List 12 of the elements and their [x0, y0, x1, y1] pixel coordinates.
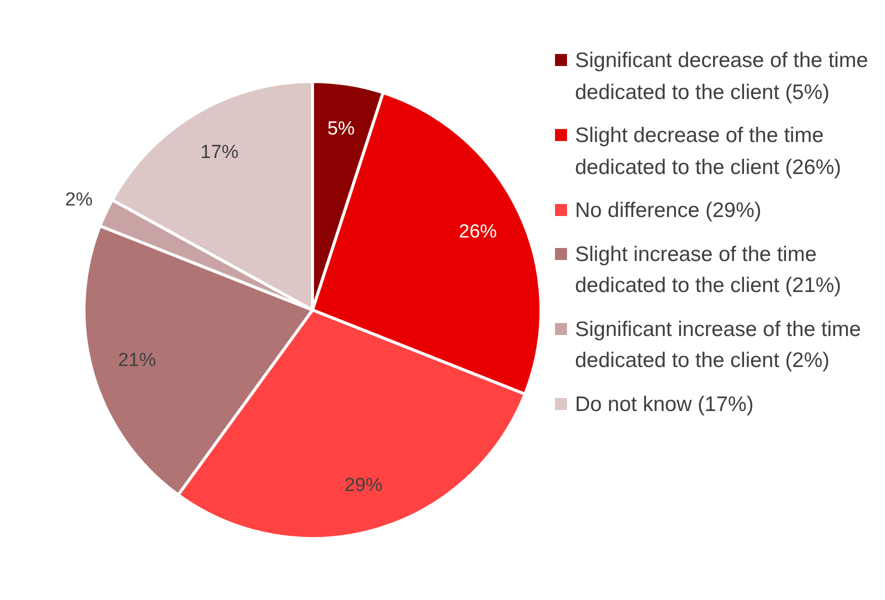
legend-label: Slight decrease of the time dedicated to the client (26%)	[575, 123, 842, 180]
data-label: 5%	[327, 118, 355, 140]
legend-label: Significant decrease of the time dedicated to the client (5%)	[575, 48, 869, 106]
data-label: 21%	[118, 350, 156, 372]
data-label: 2%	[65, 189, 93, 210]
data-label: 29%	[344, 474, 383, 496]
legend-label: Slight increase of the time dedicated to the client (21%)	[575, 242, 842, 299]
legend-label: No difference (29%)	[575, 198, 762, 224]
data-label: 17%	[200, 142, 239, 163]
data-label: 26%	[458, 221, 498, 242]
legend-label: Do not know (17%)	[575, 392, 754, 418]
legend-label: Significant increase of the time dedicated to the client (2%)	[575, 316, 862, 374]
